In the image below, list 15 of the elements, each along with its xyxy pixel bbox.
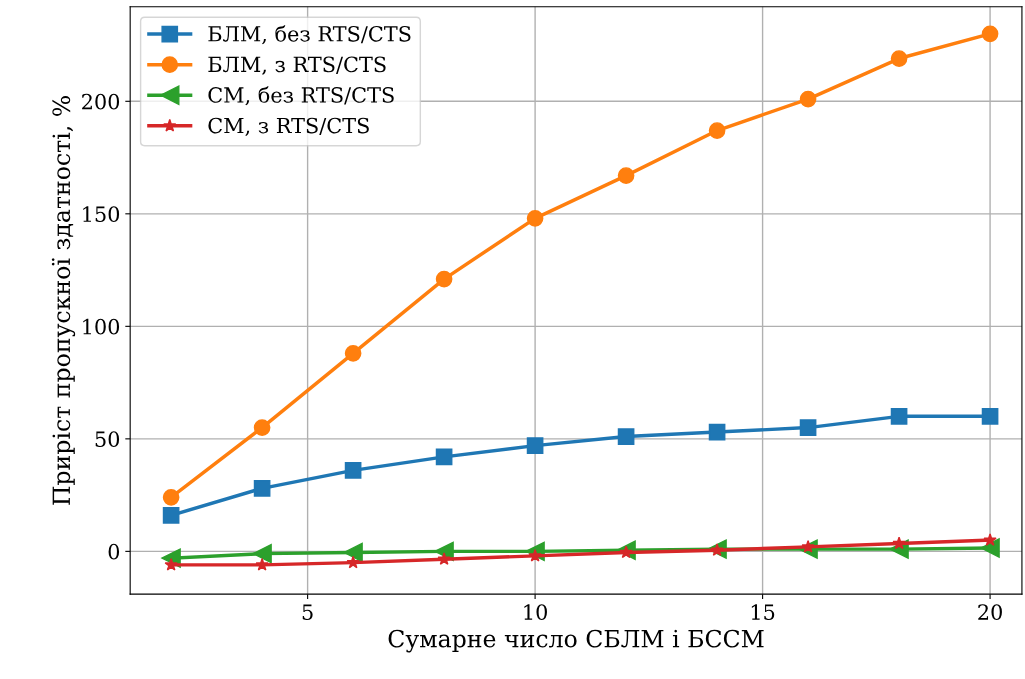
legend-label: СМ, без RTS/CTS — [208, 86, 394, 106]
y-axis-title: Приріст пропускної здатності, % — [51, 96, 76, 505]
y-tick-label: 150 — [83, 206, 120, 223]
legend-label: СМ, з RTS/CTS — [208, 117, 369, 136]
y-tick-label: 100 — [83, 318, 120, 335]
x-tick-label: 15 — [751, 604, 775, 620]
x-tick-label: 5 — [302, 604, 313, 620]
legend-label: БЛМ, з RTS/CTS — [208, 56, 386, 75]
y-tick-label: 200 — [82, 93, 120, 110]
legend-label: БЛМ, без RTS/CTS — [208, 25, 411, 45]
x-axis-title: Сумарне число СБЛМ і БССМ — [388, 629, 764, 653]
x-tick-label: 10 — [524, 604, 547, 620]
x-tick-label: 20 — [978, 604, 1002, 620]
y-tick-label: 50 — [95, 431, 120, 448]
y-tick-label: 0 — [108, 543, 120, 560]
